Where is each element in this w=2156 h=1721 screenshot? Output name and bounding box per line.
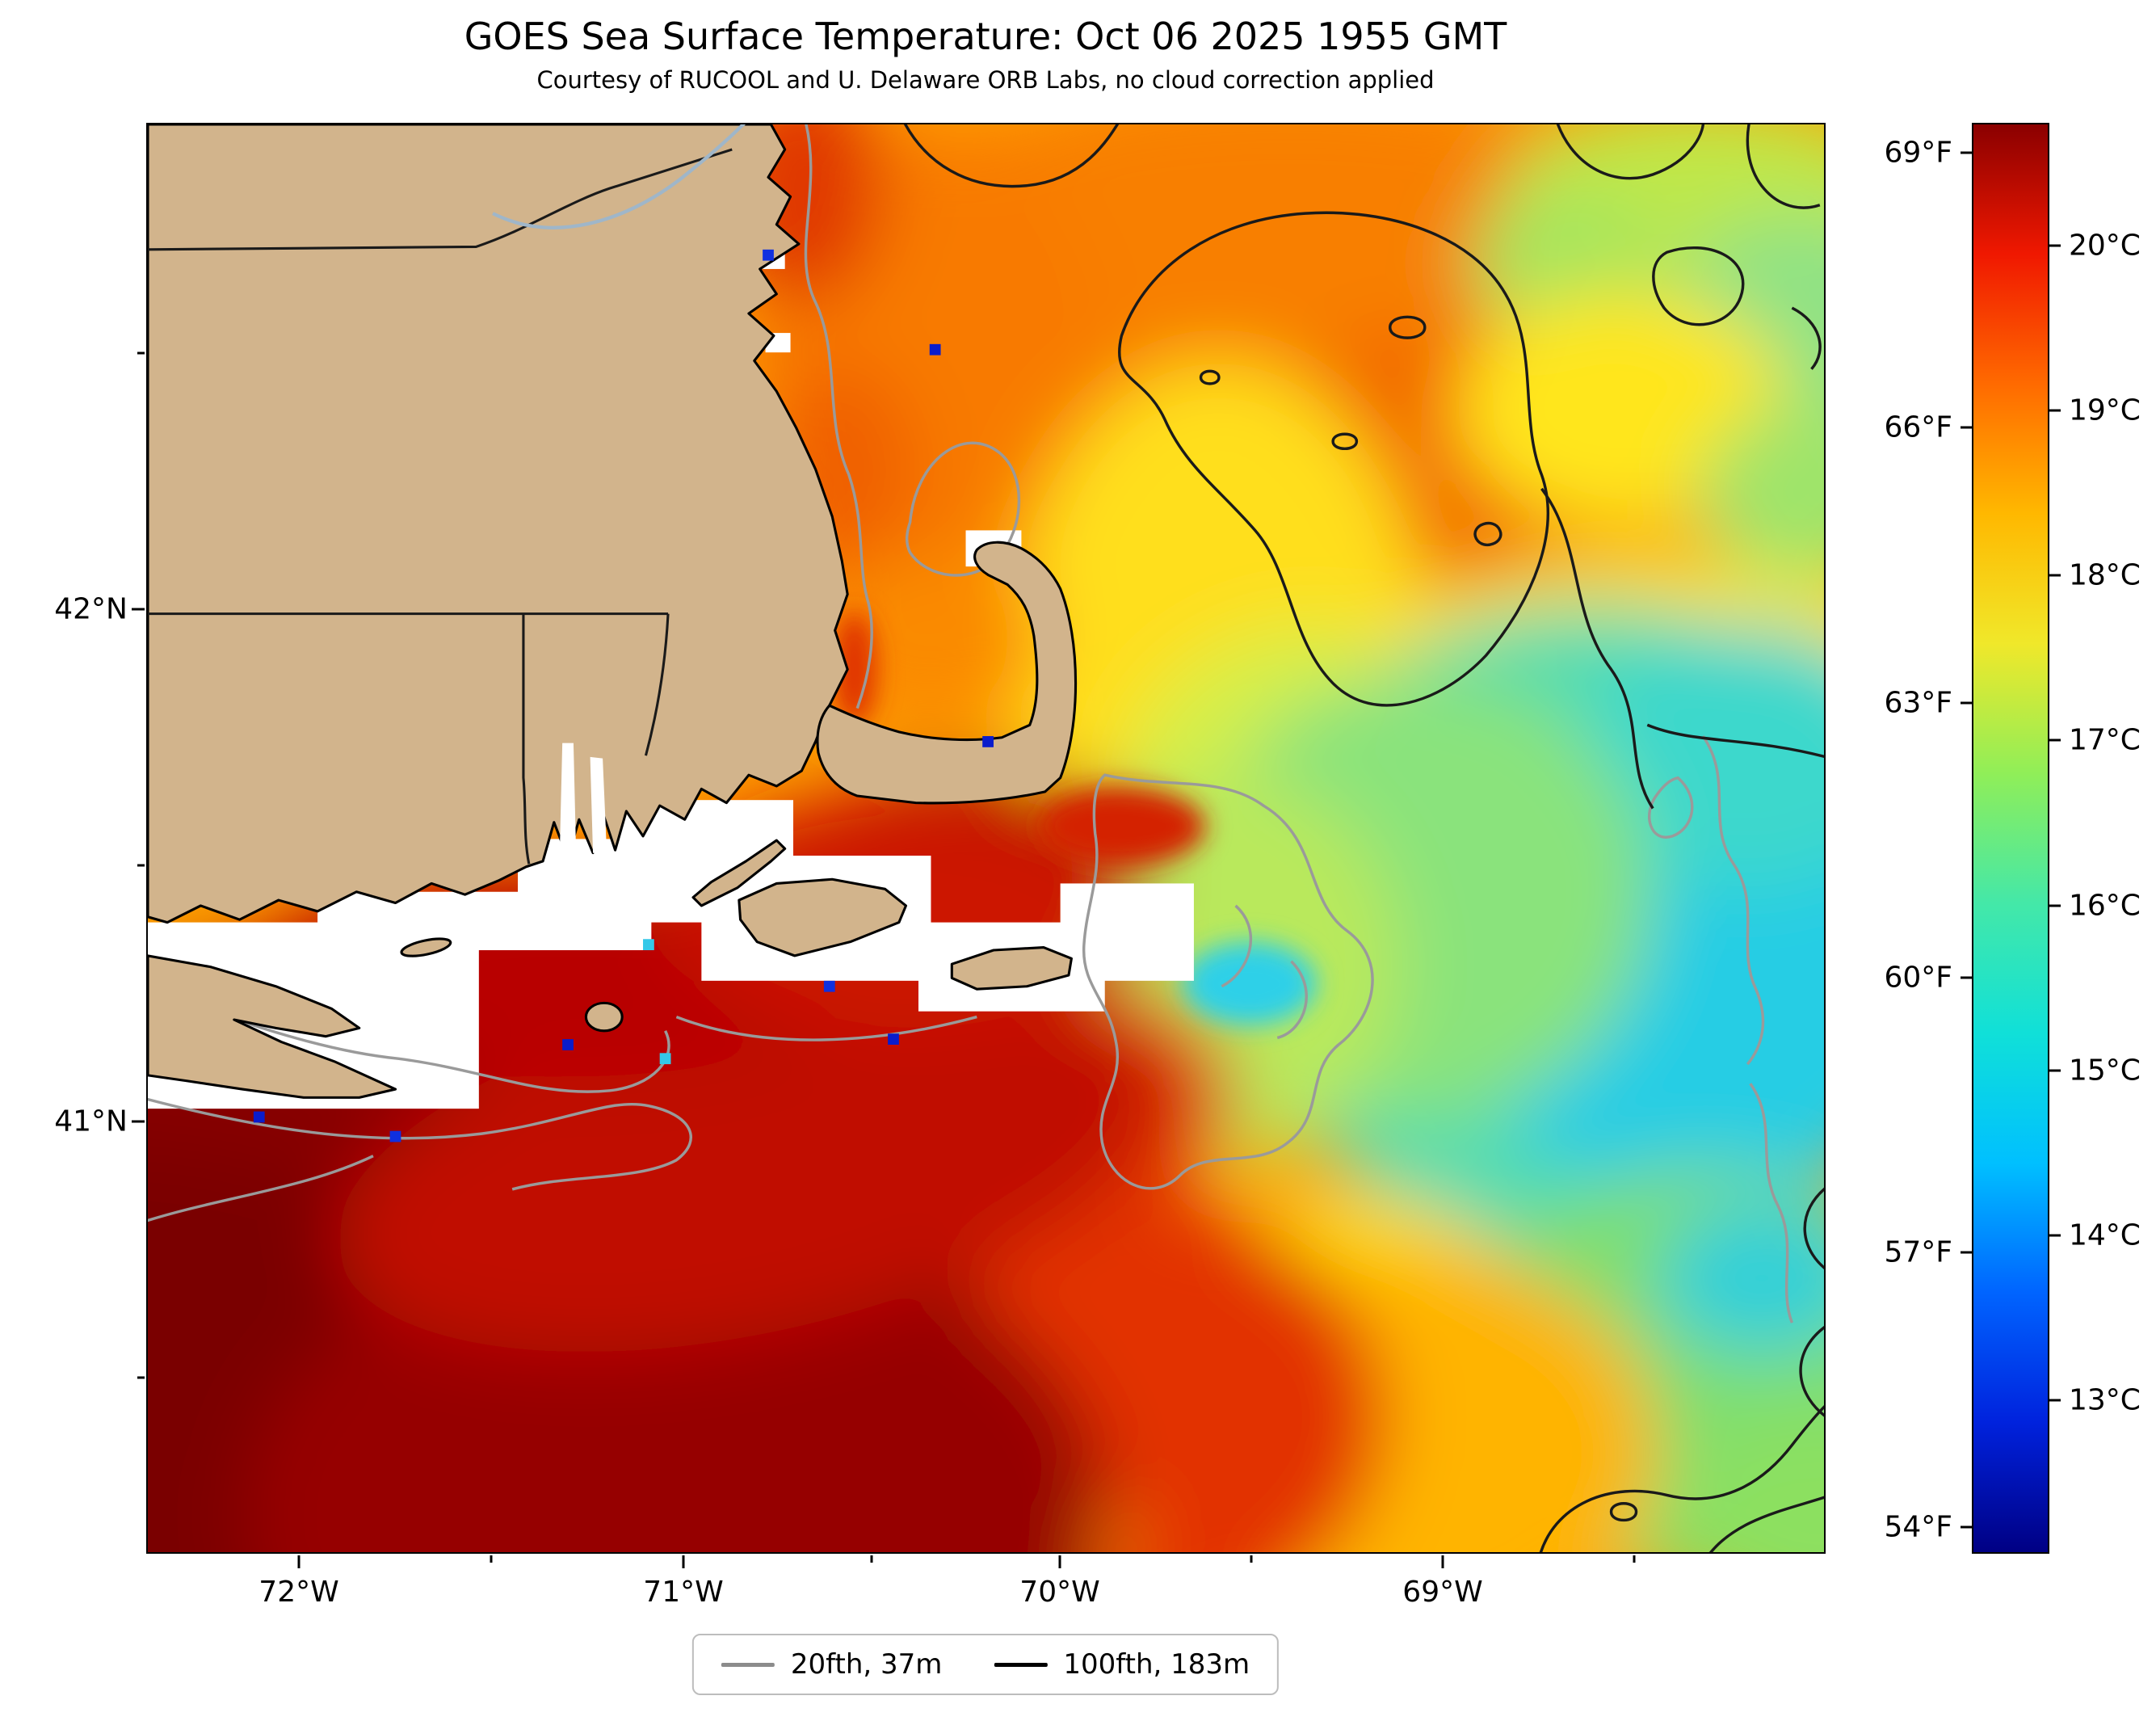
y-tick-label: 41°N: [54, 1105, 128, 1138]
figure-title: GOES Sea Surface Temperature: Oct 06 202…: [464, 15, 1507, 58]
colorbar-label-f: 69°F: [1884, 136, 1952, 170]
colorbar: 69°F 66°F 63°F 60°F 57°F 54°F 20°C 19°C …: [1884, 123, 2141, 1554]
colorbar-label-c: 14°C: [2069, 1218, 2141, 1252]
land-masses: [148, 124, 1078, 1099]
y-minor-tick: [137, 351, 145, 355]
contours-100fth: [903, 124, 1824, 1552]
x-minor-tick: [1633, 1555, 1636, 1563]
x-minor-tick: [1250, 1555, 1253, 1563]
colorbar-tick-c: [2048, 409, 2061, 412]
colorbar-tick-c: [2048, 1399, 2061, 1402]
contours-20fth: [148, 124, 1794, 1323]
colorbar-tick-c: [2048, 1234, 2061, 1237]
colorbar-label-f: 60°F: [1884, 961, 1952, 995]
colorbar-label-f: 63°F: [1884, 686, 1952, 720]
contour-legend: 20fth, 37m 100fth, 183m: [691, 1634, 1280, 1695]
colorbar-tick-f: [1961, 426, 1973, 429]
colorbar-tick-c: [2048, 1069, 2061, 1072]
river: [492, 124, 746, 229]
colorbar-gradient: [1973, 124, 2048, 1552]
x-tick-label: 71°W: [643, 1576, 724, 1609]
colorbar-tick-f: [1961, 701, 1973, 705]
x-minor-tick: [490, 1555, 493, 1563]
colorbar-label-c: 13°C: [2069, 1383, 2141, 1417]
narragansett-bay: [559, 743, 607, 861]
colorbar-label-c: 17°C: [2069, 723, 2141, 757]
colorbar-label-c: 15°C: [2069, 1054, 2141, 1088]
colorbar-tick-c: [2048, 738, 2061, 742]
colorbar-tick-f: [1961, 1251, 1973, 1254]
land-fishers-island: [400, 937, 452, 957]
colorbar-tick-c: [2048, 244, 2061, 247]
legend-label-100fth: 100fth, 183m: [1063, 1648, 1250, 1681]
legend-line-20fth-icon: [721, 1662, 775, 1667]
colorbar-tick-c: [2048, 574, 2061, 577]
x-tick-mark: [297, 1555, 300, 1568]
x-tick-label: 70°W: [1019, 1576, 1100, 1609]
legend-line-100fth-icon: [994, 1662, 1048, 1667]
x-tick-label: 69°W: [1402, 1576, 1483, 1609]
colorbar-label-f: 66°F: [1884, 410, 1952, 444]
sst-field-detail: [832, 611, 1317, 1025]
legend-item-100fth: 100fth, 183m: [994, 1648, 1250, 1681]
y-tick-mark: [132, 1120, 145, 1123]
map-svg: [148, 124, 1824, 1552]
colorbar-tick-c: [2048, 904, 2061, 907]
colorbar-tick-f: [1961, 1525, 1973, 1529]
colorbar-tick-f: [1961, 151, 1973, 154]
y-tick-mark: [132, 608, 145, 611]
y-minor-tick: [137, 1376, 145, 1379]
x-tick-mark: [682, 1555, 685, 1568]
colorbar-label-c: 16°C: [2069, 889, 2141, 923]
land-new-england-mainland: [148, 124, 849, 924]
cold-pixel-specks: [253, 249, 994, 1142]
sst-map: [146, 123, 1826, 1554]
colorbar-label-f: 54°F: [1884, 1510, 1952, 1544]
legend-item-20fth: 20fth, 37m: [721, 1648, 943, 1681]
colorbar-label-f: 57°F: [1884, 1235, 1952, 1269]
legend-label-20fth: 20fth, 37m: [790, 1648, 943, 1681]
figure-subtitle: Courtesy of RUCOOL and U. Delaware ORB L…: [536, 66, 1435, 94]
land-long-island: [148, 954, 397, 1099]
colorbar-tick-f: [1961, 976, 1973, 979]
y-tick-label: 42°N: [54, 592, 128, 626]
land-nantucket: [950, 946, 1073, 991]
state-borders: [148, 148, 733, 865]
colorbar-label-c: 20°C: [2069, 229, 2141, 263]
land-marthas-vineyard: [738, 877, 908, 957]
x-tick-label: 72°W: [258, 1576, 339, 1609]
colorbar-label-c: 19°C: [2069, 393, 2141, 427]
x-minor-tick: [870, 1555, 873, 1563]
y-minor-tick: [137, 864, 145, 867]
land-cape-cod: [816, 541, 1078, 805]
x-tick-mark: [1441, 1555, 1444, 1568]
land-block-island: [584, 1001, 624, 1033]
x-tick-mark: [1058, 1555, 1061, 1568]
colorbar-label-c: 18°C: [2069, 558, 2141, 592]
land-elizabeth-islands: [691, 839, 787, 907]
